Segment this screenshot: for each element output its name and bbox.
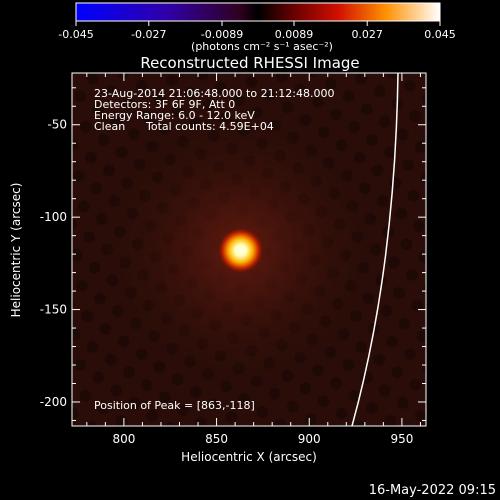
colorbar-tick-label: 0.045 (424, 28, 456, 41)
annotation-clean: Clean (94, 120, 125, 133)
y-tick-label: -50 (47, 118, 67, 132)
chart-title: Reconstructed RHESSI Image (140, 54, 359, 72)
y-tick-label: -150 (40, 303, 67, 317)
footer-date: 16-May-2022 09:15 (369, 483, 496, 498)
y-tick-label: -100 (40, 210, 67, 224)
x-tick-label: 800 (112, 432, 135, 446)
colorbar-tick-label: 0.027 (351, 28, 383, 41)
solar-limb (351, 73, 399, 426)
colorbar-units: (photons cm⁻² s⁻¹ asec⁻²) (191, 40, 333, 53)
colorbar (75, 2, 441, 22)
annotation-peak: Position of Peak = [863,-118] (94, 399, 255, 412)
x-tick-label: 850 (205, 432, 228, 446)
annotation-energy: Energy Range: 6.0 - 12.0 keV (94, 109, 255, 122)
y-tick-label: -200 (40, 395, 67, 409)
x-tick-label: 950 (390, 432, 413, 446)
colorbar-ticks: -0.045 -0.027 -0.0089 0.0089 0.027 0.045 (58, 21, 456, 41)
y-axis: -50 -100 -150 -200 (40, 87, 426, 421)
colorbar-tick-label: -0.027 (131, 28, 166, 41)
x-axis: 800 850 900 950 (86, 73, 421, 446)
plot-frame (71, 72, 427, 427)
image-area (72, 73, 426, 426)
x-axis-label: Heliocentric X (arcsec) (181, 450, 317, 464)
annotation-counts: Total counts: 4.59E+04 (145, 120, 274, 133)
colorbar-tick-label: -0.045 (58, 28, 93, 41)
peak-source (216, 226, 265, 275)
annotation-time: 23-Aug-2014 21:06:48.000 to 21:12:48.000 (94, 87, 335, 100)
x-tick-label: 900 (298, 432, 321, 446)
y-axis-label: Heliocentric Y (arcsec) (9, 183, 23, 318)
colorbar-tick-label: 0.0089 (275, 28, 314, 41)
colorbar-tick-label: -0.0089 (201, 28, 243, 41)
annotation-detectors: Detectors: 3F 6F 9F, Att 0 (94, 98, 235, 111)
